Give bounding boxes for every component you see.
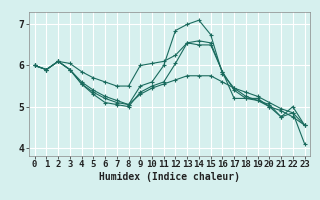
X-axis label: Humidex (Indice chaleur): Humidex (Indice chaleur) (99, 172, 240, 182)
